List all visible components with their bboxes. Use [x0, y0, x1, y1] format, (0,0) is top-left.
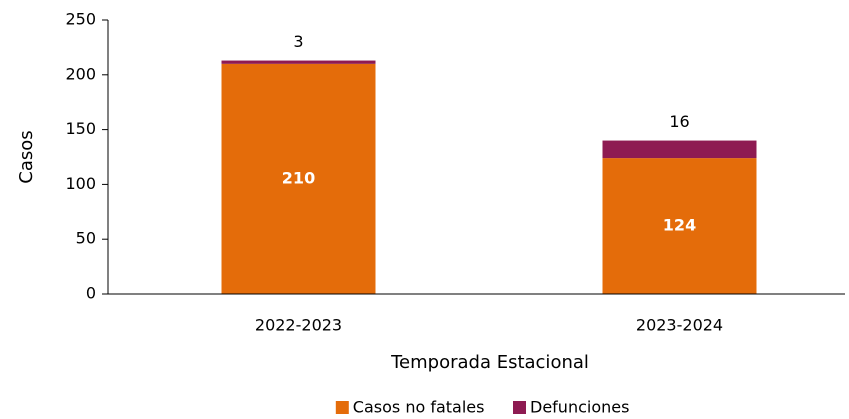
bar-segment — [602, 140, 757, 159]
x-tick-label: 2023-2024 — [636, 316, 723, 335]
y-tick-label: 200 — [65, 64, 96, 83]
legend-label: Defunciones — [530, 398, 629, 417]
y-tick-label: 50 — [76, 229, 96, 248]
x-tick-label: 2022-2023 — [255, 316, 342, 335]
bar-segment — [221, 63, 376, 295]
legend-swatch — [335, 401, 349, 414]
bar-segment — [221, 60, 376, 64]
x-axis-title: Temporada Estacional — [390, 352, 589, 373]
data-label: 16 — [669, 112, 689, 131]
y-tick-label: 250 — [65, 10, 96, 29]
data-label: 3 — [293, 32, 303, 51]
legend-swatch — [513, 401, 526, 414]
y-axis-title: Casos — [16, 130, 37, 183]
y-tick-label: 100 — [65, 174, 96, 193]
data-label: 124 — [663, 216, 696, 235]
legend-label: Casos no fatales — [353, 398, 485, 417]
y-tick-label: 150 — [65, 119, 96, 138]
data-label: 210 — [282, 168, 315, 187]
y-tick-label: 0 — [86, 284, 96, 303]
bar-segment — [602, 158, 757, 294]
